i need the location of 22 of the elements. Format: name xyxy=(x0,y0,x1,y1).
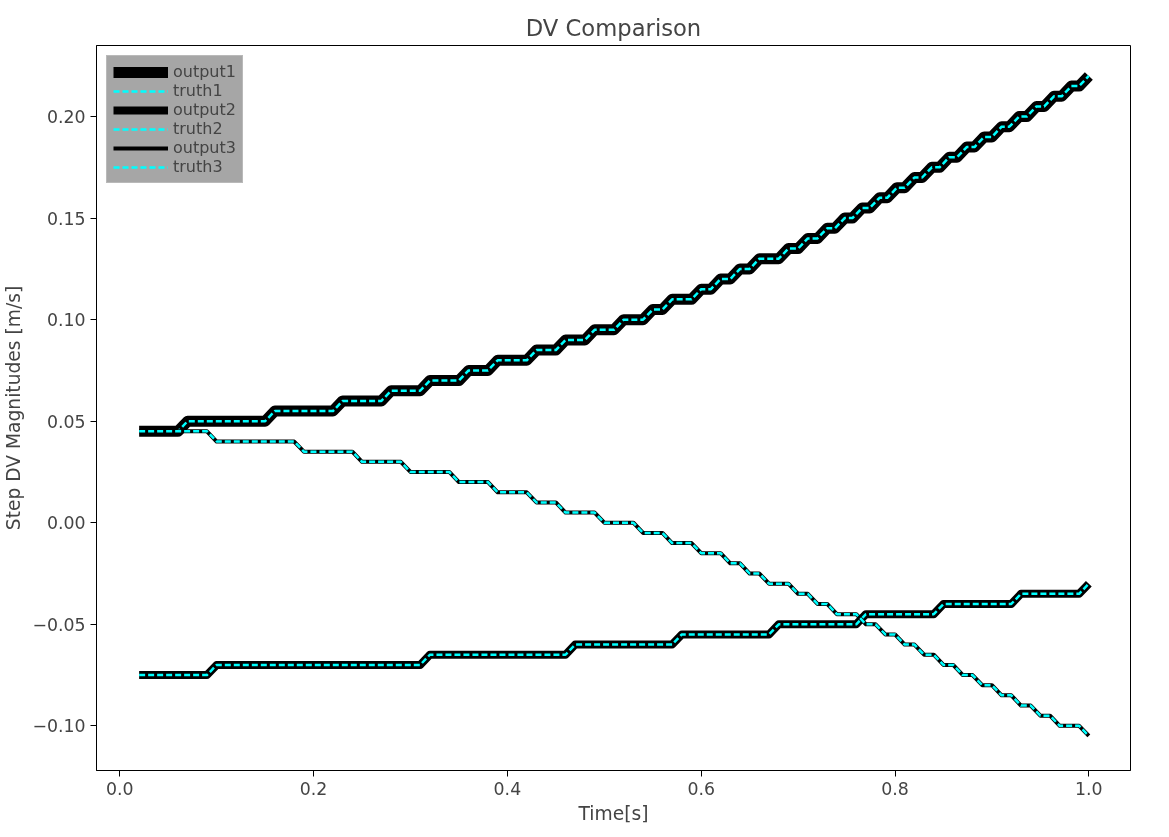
x-tick-label: 0.8 xyxy=(881,778,909,799)
y-axis-title: Step DV Magnitudes [m/s] xyxy=(3,285,25,531)
legend-label: truth2 xyxy=(173,119,223,138)
x-tick-label: 0.0 xyxy=(105,778,134,799)
legend-label: output1 xyxy=(173,62,236,81)
y-tick-label: −0.10 xyxy=(32,716,86,737)
x-axis-title: Time[s] xyxy=(577,802,649,824)
y-tick-label: 0.05 xyxy=(46,411,86,432)
x-tick-label: 0.2 xyxy=(299,778,328,799)
legend-label: truth3 xyxy=(173,157,223,176)
legend-label: output2 xyxy=(173,100,236,119)
y-tick-label: 0.15 xyxy=(46,208,86,229)
y-tick-label: 0.20 xyxy=(46,107,86,128)
legend-label: output3 xyxy=(173,138,236,157)
y-tick-label: −0.05 xyxy=(32,614,86,635)
y-tick-label: 0.00 xyxy=(46,513,86,534)
y-tick-label: 0.10 xyxy=(46,310,86,331)
x-tick-label: 1.0 xyxy=(1075,778,1103,799)
x-tick-label: 0.6 xyxy=(687,778,715,799)
x-tick-label: 0.4 xyxy=(493,778,522,799)
legend-label: truth1 xyxy=(173,81,223,100)
chart-title: DV Comparison xyxy=(525,14,702,41)
